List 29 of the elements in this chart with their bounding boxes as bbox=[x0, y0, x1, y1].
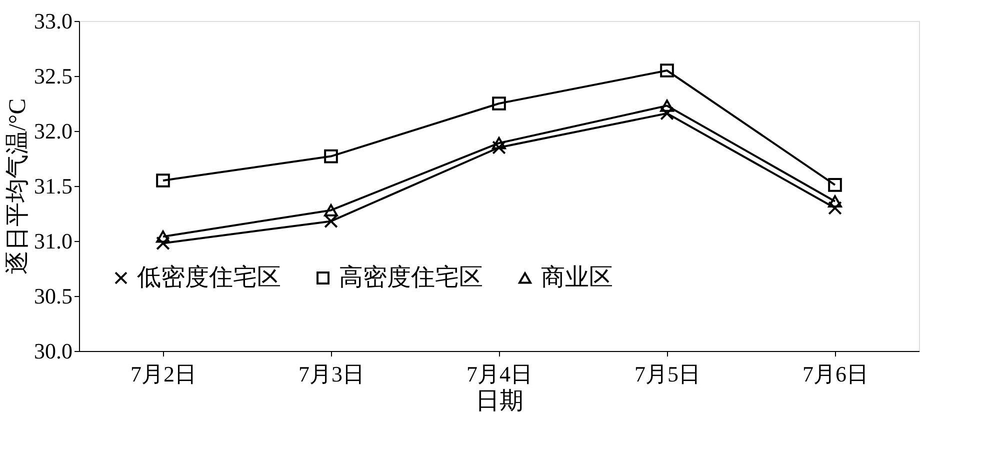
y-tick-label: 32.0 bbox=[34, 118, 72, 144]
y-tick-label: 30.0 bbox=[34, 338, 72, 364]
x-tick-label: 7月6日 bbox=[802, 362, 868, 386]
point bbox=[324, 204, 338, 216]
point bbox=[492, 96, 506, 110]
point bbox=[156, 236, 170, 250]
point bbox=[324, 214, 338, 228]
point bbox=[156, 230, 170, 243]
y-tick-label: 31.5 bbox=[34, 174, 72, 198]
legend-label: 商业区 bbox=[541, 264, 613, 291]
legend-label: 高密度住宅区 bbox=[339, 264, 483, 291]
x-tick-label: 7月5日 bbox=[634, 362, 700, 386]
x-tick-label: 7月3日 bbox=[298, 362, 364, 386]
point bbox=[660, 64, 674, 78]
x-tick-label: 7月2日 bbox=[130, 362, 196, 386]
x-axis-title: 日期 bbox=[476, 388, 524, 414]
point bbox=[324, 149, 338, 164]
point bbox=[828, 178, 842, 192]
y-axis-title: 逐日平均气温/°C bbox=[5, 98, 31, 275]
x-tick-label: 7月4日 bbox=[466, 362, 532, 386]
y-tick-label: 32.5 bbox=[34, 64, 72, 88]
point bbox=[156, 174, 170, 188]
y-tick-label: 33.0 bbox=[34, 8, 72, 34]
y-tick-label: 30.5 bbox=[34, 284, 72, 308]
point bbox=[828, 195, 842, 208]
point bbox=[660, 100, 674, 112]
legend-label: 低密度住宅区 bbox=[137, 264, 281, 291]
y-tick-label: 31.0 bbox=[34, 228, 72, 254]
point bbox=[492, 136, 506, 150]
